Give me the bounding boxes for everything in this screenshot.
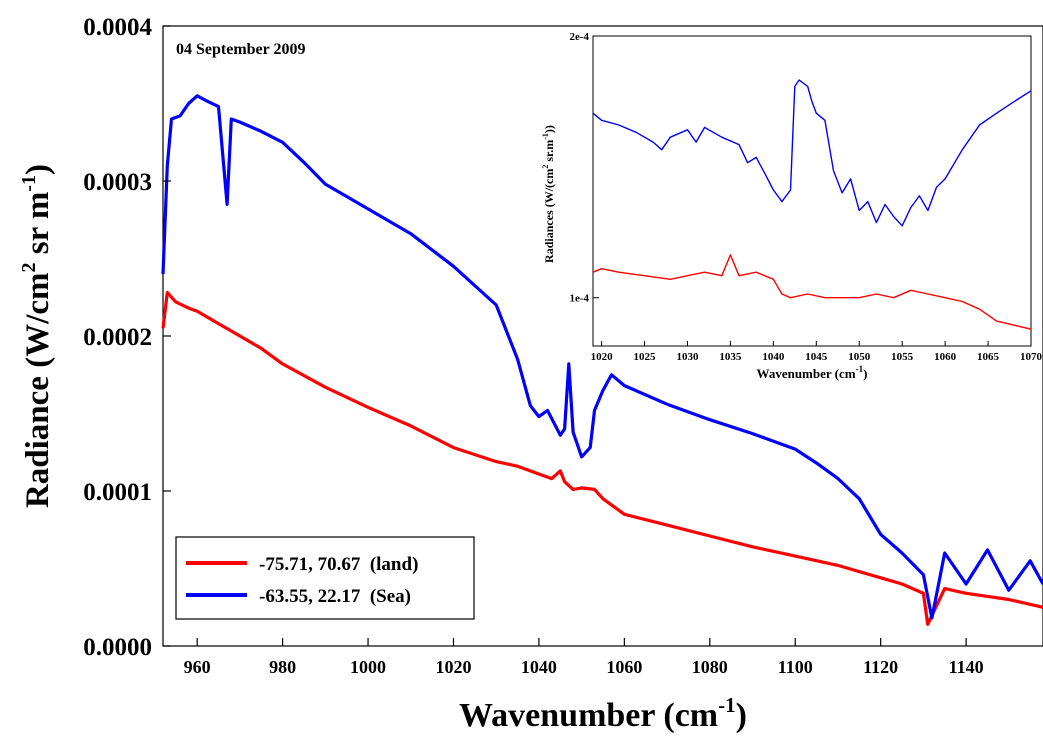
legend: -75.71, 70.67 (land) -63.55, 22.17 (Sea) bbox=[175, 536, 475, 620]
inset-plot-background bbox=[592, 35, 1032, 347]
inset-y-axis: 1e-4 2e-4 bbox=[569, 31, 599, 305]
inset-plot: 1020 1025 1030 1035 1040 1045 1050 1055 1060 1065… bbox=[541, 31, 1043, 381]
main-series-line-1 bbox=[161, 94, 1043, 620]
main-y-tick-label: 0.0003 bbox=[83, 169, 152, 196]
main-x-tick-label: 980 bbox=[269, 657, 296, 677]
main-x-tick-label: 1120 bbox=[863, 657, 898, 677]
main-y-tick-label: 0.0001 bbox=[83, 479, 152, 506]
main-annotation: 04 September 2009 bbox=[176, 41, 305, 58]
inset-x-tick-label: 1020 bbox=[591, 351, 614, 363]
inset-x-tick-label: 1070 bbox=[1020, 351, 1043, 363]
inset-x-tick-label: 1060 bbox=[934, 351, 957, 363]
inset-x-tick-label: 1040 bbox=[762, 351, 785, 363]
main-y-tick-label: 0.0000 bbox=[83, 634, 152, 661]
inset-x-tick-label: 1035 bbox=[719, 351, 742, 363]
main-x-tick-label: 1060 bbox=[606, 657, 642, 677]
main-x-tick-label: 1140 bbox=[949, 657, 984, 677]
main-y-axis-label: Radiance (W/cm2 sr m-1) bbox=[18, 164, 56, 508]
main-x-tick-label: 1100 bbox=[778, 657, 813, 677]
main-x-tick-label: 960 bbox=[184, 657, 211, 677]
inset-y-axis-label: Radiances (W/(cm2 sr.m-1)) bbox=[541, 125, 556, 263]
inset-series-group bbox=[592, 79, 1032, 330]
main-plot: 960 980 1000 1020 1040 1060 1080 1100 1120 1140 0… bbox=[83, 14, 1043, 677]
inset-y-tick-label: 1e-4 bbox=[569, 293, 589, 305]
main-x-tick-label: 1040 bbox=[521, 657, 557, 677]
main-y-tick-label: 0.0004 bbox=[83, 14, 152, 41]
main-x-tick-label: 1080 bbox=[692, 657, 728, 677]
legend-label-land: -75.71, 70.67 (land) bbox=[259, 554, 418, 575]
main-y-axis: 0.0000 0.0001 0.0002 0.0003 0.0004 bbox=[83, 14, 171, 661]
inset-x-axis: 1020 1025 1030 1035 1040 1045 1050 1055 1060 1065… bbox=[591, 341, 1043, 363]
main-x-tick-label: 1020 bbox=[435, 657, 471, 677]
inset-x-tick-label: 1050 bbox=[848, 351, 871, 363]
inset-y-tick-label: 2e-4 bbox=[569, 31, 589, 43]
inset-x-tick-label: 1055 bbox=[891, 351, 914, 363]
legend-box bbox=[175, 536, 475, 620]
main-series-line-0 bbox=[161, 291, 1043, 626]
main-x-axis-label: Wavenumber (cm-1) bbox=[459, 693, 747, 734]
main-y-tick-label: 0.0002 bbox=[83, 324, 152, 351]
inset-x-tick-label: 1045 bbox=[805, 351, 828, 363]
main-series-group bbox=[161, 94, 1043, 626]
main-x-axis: 960 980 1000 1020 1040 1060 1080 1100 1120 1140 bbox=[184, 638, 984, 677]
inset-series-line-1 bbox=[592, 254, 1032, 330]
inset-x-axis-label: Wavenumber (cm-1) bbox=[757, 364, 868, 381]
legend-label-sea: -63.55, 22.17 (Sea) bbox=[259, 586, 411, 607]
main-x-tick-label: 1000 bbox=[350, 657, 386, 677]
inset-series-line-0 bbox=[592, 79, 1032, 227]
inset-x-tick-label: 1065 bbox=[977, 351, 1000, 363]
inset-x-tick-label: 1025 bbox=[634, 351, 657, 363]
inset-x-tick-label: 1030 bbox=[676, 351, 699, 363]
